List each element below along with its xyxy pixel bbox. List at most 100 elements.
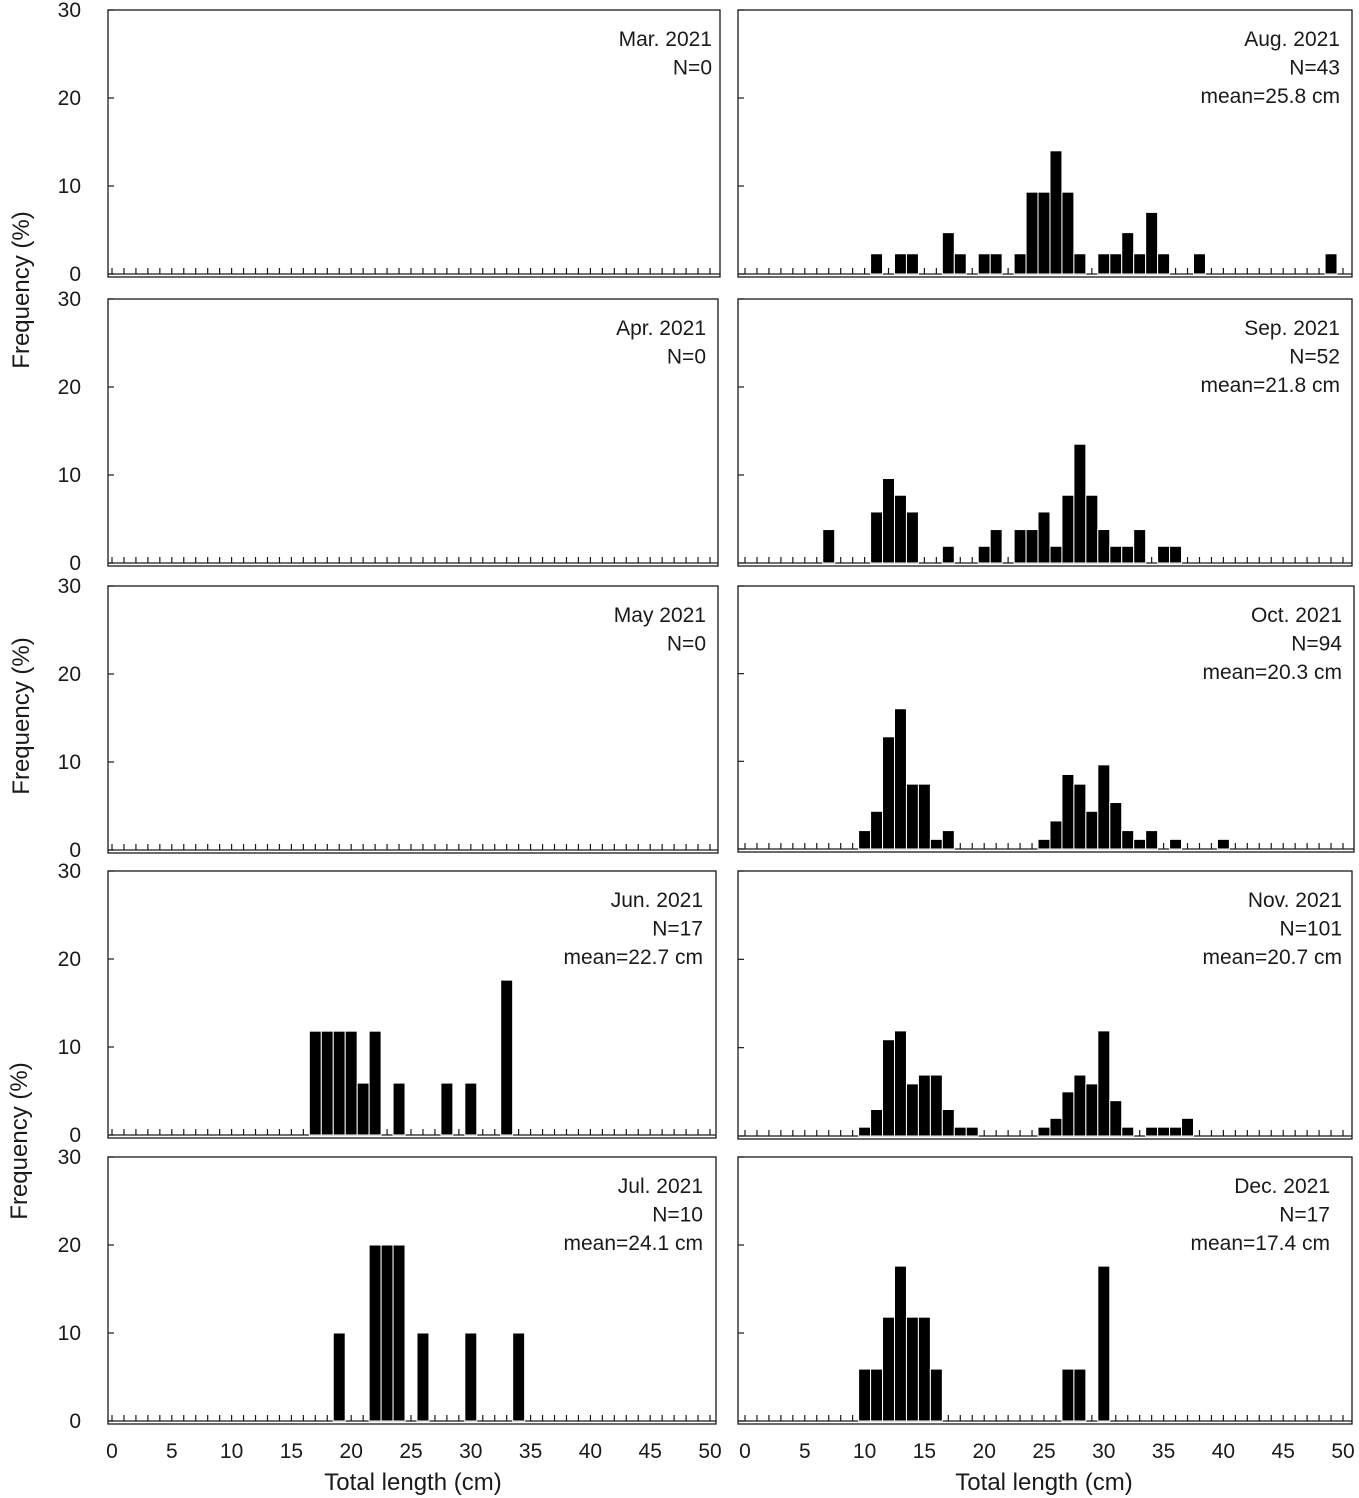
- histogram-bar: [870, 253, 884, 275]
- histogram-panel: Aug. 2021 N=43 mean=25.8 cm: [737, 9, 1353, 278]
- histogram-bar: [320, 1030, 334, 1136]
- x-tick-label: 5: [166, 1440, 178, 1463]
- histogram-panel: Oct. 2021 N=94 mean=20.3 cm: [737, 585, 1355, 853]
- y-tick-label: 10: [58, 175, 81, 198]
- y-tick-label: 20: [58, 1234, 81, 1257]
- histogram-bar: [941, 232, 955, 275]
- histogram-bar: [392, 1082, 406, 1136]
- histogram-bar: [1169, 545, 1183, 564]
- histogram-bar: [977, 253, 991, 275]
- histogram-bar: [882, 1039, 895, 1137]
- panel-frame: [737, 1156, 1353, 1425]
- histogram-bar: [308, 1030, 322, 1136]
- histogram-bar: [1061, 773, 1075, 850]
- histogram-bar: [380, 1244, 394, 1422]
- month-label: Mar. 2021: [619, 28, 712, 51]
- histogram-bar: [440, 1082, 454, 1136]
- sample-size-label: N=17: [652, 918, 703, 941]
- histogram-bar: [464, 1082, 478, 1136]
- panel-frame: [107, 1156, 717, 1425]
- month-label: May 2021: [614, 604, 706, 627]
- histogram-bar: [870, 810, 884, 850]
- histogram-bar: [1073, 253, 1087, 275]
- histogram-bar: [870, 1109, 884, 1137]
- mean-length-label: mean=24.1 cm: [564, 1232, 704, 1255]
- panel-frame: [107, 9, 721, 278]
- histogram-bar: [941, 545, 955, 564]
- y-tick-label: 20: [58, 87, 81, 110]
- histogram-bar: [905, 1083, 919, 1137]
- histogram-bar: [1097, 1030, 1111, 1137]
- histogram-bar: [1097, 764, 1111, 850]
- histogram-bar: [1109, 1100, 1123, 1137]
- histogram-bar: [512, 1332, 526, 1422]
- x-tick-label: 10: [220, 1440, 243, 1463]
- x-tick-label: 0: [106, 1440, 118, 1463]
- histogram-bar: [1181, 1117, 1195, 1137]
- histogram-bar: [1324, 253, 1338, 275]
- histogram-bar: [1085, 810, 1099, 850]
- histogram-bar: [870, 1368, 884, 1422]
- histogram-bar: [989, 529, 1003, 564]
- x-axis-title: Total length (cm): [955, 1469, 1132, 1496]
- histogram-bar: [905, 511, 919, 564]
- histogram-panel: 0 10 20 30 0 5 10 15 20 25 30 35 40 45 50 Jul. 2021 N=10…: [58, 1146, 722, 1463]
- x-tick-label: 30: [459, 1440, 482, 1463]
- x-tick-label: 45: [1272, 1440, 1295, 1463]
- y-tick-label: 20: [58, 376, 81, 399]
- month-label: Apr. 2021: [616, 317, 706, 340]
- month-label: Sep. 2021: [1244, 317, 1340, 340]
- panel-frame: [107, 870, 717, 1139]
- histogram-bar: [1145, 1126, 1159, 1137]
- histogram-bar: [1145, 830, 1159, 850]
- histogram-bar: [1085, 494, 1099, 564]
- histogram-bar: [917, 783, 931, 850]
- histogram-bar: [1109, 545, 1123, 564]
- x-tick-label: 0: [739, 1440, 751, 1463]
- y-tick-label: 0: [69, 1124, 81, 1147]
- y-axis-title: Frequency (%): [6, 1062, 33, 1219]
- histogram-bar: [1073, 1074, 1087, 1137]
- histogram-bar: [905, 783, 919, 850]
- histogram-bar: [1133, 253, 1147, 275]
- x-axis-title: Total length (cm): [324, 1469, 501, 1496]
- y-tick-label: 30: [58, 1146, 81, 1169]
- histogram-bar: [894, 494, 907, 564]
- month-label: Jul. 2021: [618, 1175, 703, 1198]
- sample-size-label: N=0: [673, 57, 712, 80]
- x-tick-label: 35: [1152, 1440, 1175, 1463]
- histogram-bar: [953, 253, 967, 275]
- histogram-bar: [1133, 529, 1147, 564]
- x-tick-label: 50: [698, 1440, 721, 1463]
- histogram-bar: [882, 478, 895, 564]
- panel-frame: [737, 298, 1353, 567]
- histogram-bar: [356, 1082, 370, 1136]
- x-tick-label: 35: [519, 1440, 542, 1463]
- histogram-panel: 0 10 20 30 Mar. 2021 N=0: [58, 0, 721, 286]
- histogram-bar: [941, 830, 955, 850]
- y-tick-label: 30: [58, 288, 81, 311]
- y-tick-label: 10: [58, 1322, 81, 1345]
- histogram-bar: [1133, 838, 1147, 850]
- histogram-bar: [1061, 1368, 1075, 1422]
- x-tick-label: 20: [340, 1440, 363, 1463]
- histogram-bar: [1109, 802, 1123, 850]
- histogram-panel: Sep. 2021 N=52 mean=21.8 cm: [737, 298, 1353, 567]
- sample-size-label: N=0: [667, 346, 706, 369]
- histogram-bar: [1109, 253, 1123, 275]
- y-tick-label: 0: [69, 1410, 81, 1433]
- histogram-bar: [894, 1030, 907, 1137]
- histogram-panel: 0 5 10 15 20 25 30 35 40 45 50 Dec. 2021 N=17 mean=17…: [737, 1156, 1355, 1463]
- month-label: Jun. 2021: [611, 889, 703, 912]
- sample-size-label: N=101: [1280, 918, 1342, 941]
- histogram-bar: [368, 1030, 382, 1136]
- panel-frame: [737, 585, 1355, 853]
- histogram-panel: 0 10 20 30 May 2021 N=0: [58, 575, 719, 862]
- histogram-bar: [332, 1332, 346, 1422]
- histogram-bar: [929, 838, 943, 850]
- sample-size-label: N=10: [652, 1204, 703, 1227]
- histogram-bar: [1169, 1126, 1183, 1137]
- x-tick-label: 45: [639, 1440, 662, 1463]
- x-tick-label: 10: [853, 1440, 876, 1463]
